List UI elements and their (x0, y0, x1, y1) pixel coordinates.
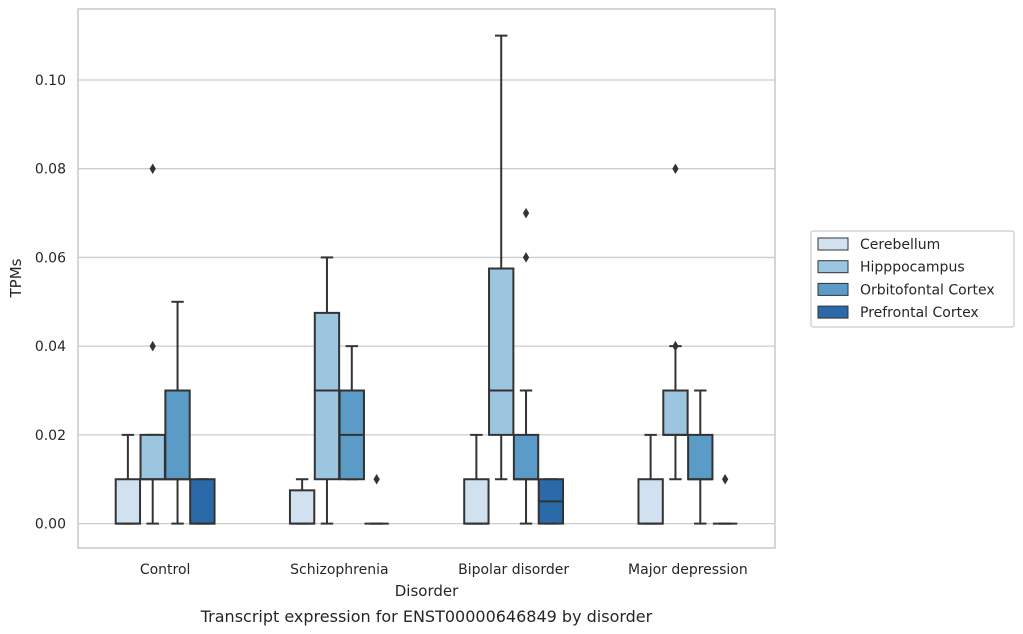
legend-swatch (817, 305, 849, 319)
box-cerebellum (637, 433, 664, 525)
legend-swatch (817, 237, 849, 251)
x-axis-label: Disorder (395, 582, 459, 600)
box-cerebellum (288, 478, 316, 525)
box-iqr (288, 489, 316, 525)
outlier-point (149, 340, 156, 352)
legend-frame (810, 230, 1015, 328)
x-tick-label: Schizophrenia (290, 562, 388, 578)
outlier-point (721, 473, 729, 485)
box-iqr (488, 267, 515, 436)
x-tick-label: Major depression (628, 562, 748, 578)
box-orbitofontal-cortex (687, 389, 714, 525)
x-axis-ticks: Control Schizophrenia Bipolar disorder Majo… (140, 562, 748, 578)
legend-swatch (817, 282, 849, 296)
box-iqr (189, 478, 216, 525)
x-tick-label: Control (140, 562, 191, 578)
y-tick-label: 0.08 (35, 162, 66, 178)
box-hipppocampus (488, 34, 515, 481)
legend-label: Cerebellum (860, 237, 940, 253)
outlier-point (149, 163, 156, 174)
box-iqr (164, 389, 191, 481)
box-prefrontal-cortex (364, 473, 389, 525)
box-hipppocampus (313, 256, 341, 525)
box-iqr (463, 478, 490, 525)
legend-label: Hipppocampus (860, 260, 965, 276)
box-iqr (114, 478, 142, 525)
plot-frame (77, 8, 776, 549)
y-axis-label: TPMs (7, 258, 25, 298)
box-hipppocampus (662, 163, 689, 481)
outlier-point (373, 473, 380, 485)
box-iqr (662, 389, 689, 436)
chart-caption: Transcript expression for ENST0000064684… (200, 607, 653, 626)
legend-label: Orbitofontal Cortex (860, 282, 995, 298)
box-iqr (637, 478, 664, 525)
box-prefrontal-cortex (537, 478, 565, 525)
legend: Cerebellum Hipppocampus Orbitofontal Corte… (810, 230, 1015, 328)
box-cerebellum (463, 433, 490, 525)
x-tick-label: Bipolar disorder (458, 562, 569, 578)
y-axis-ticks: 0.00 0.02 0.04 0.06 0.08 0.10 (35, 73, 66, 533)
box-hipppocampus (139, 163, 166, 525)
box-iqr (687, 433, 714, 481)
legend-label: Prefrontal Cortex (860, 305, 979, 321)
box-iqr (512, 433, 540, 481)
y-tick-label: 0.00 (35, 517, 66, 533)
box-prefrontal-cortex (712, 473, 738, 525)
y-tick-label: 0.04 (35, 339, 66, 355)
box-iqr (313, 311, 341, 481)
y-tick-label: 0.10 (35, 73, 66, 89)
outlier-point (522, 207, 530, 219)
box-cerebellum (114, 433, 142, 525)
box-plot-series (114, 34, 738, 525)
box-orbitofontal-cortex (164, 300, 191, 525)
outlier-point (672, 340, 679, 352)
y-tick-label: 0.02 (35, 428, 66, 444)
outlier-point (522, 252, 530, 263)
box-iqr (139, 433, 166, 481)
box-orbitofontal-cortex (512, 207, 540, 525)
box-orbitofontal-cortex (338, 345, 365, 481)
outlier-point (672, 163, 679, 174)
y-tick-label: 0.06 (35, 250, 66, 266)
box-prefrontal-cortex (189, 478, 216, 525)
legend-swatch (817, 260, 849, 274)
